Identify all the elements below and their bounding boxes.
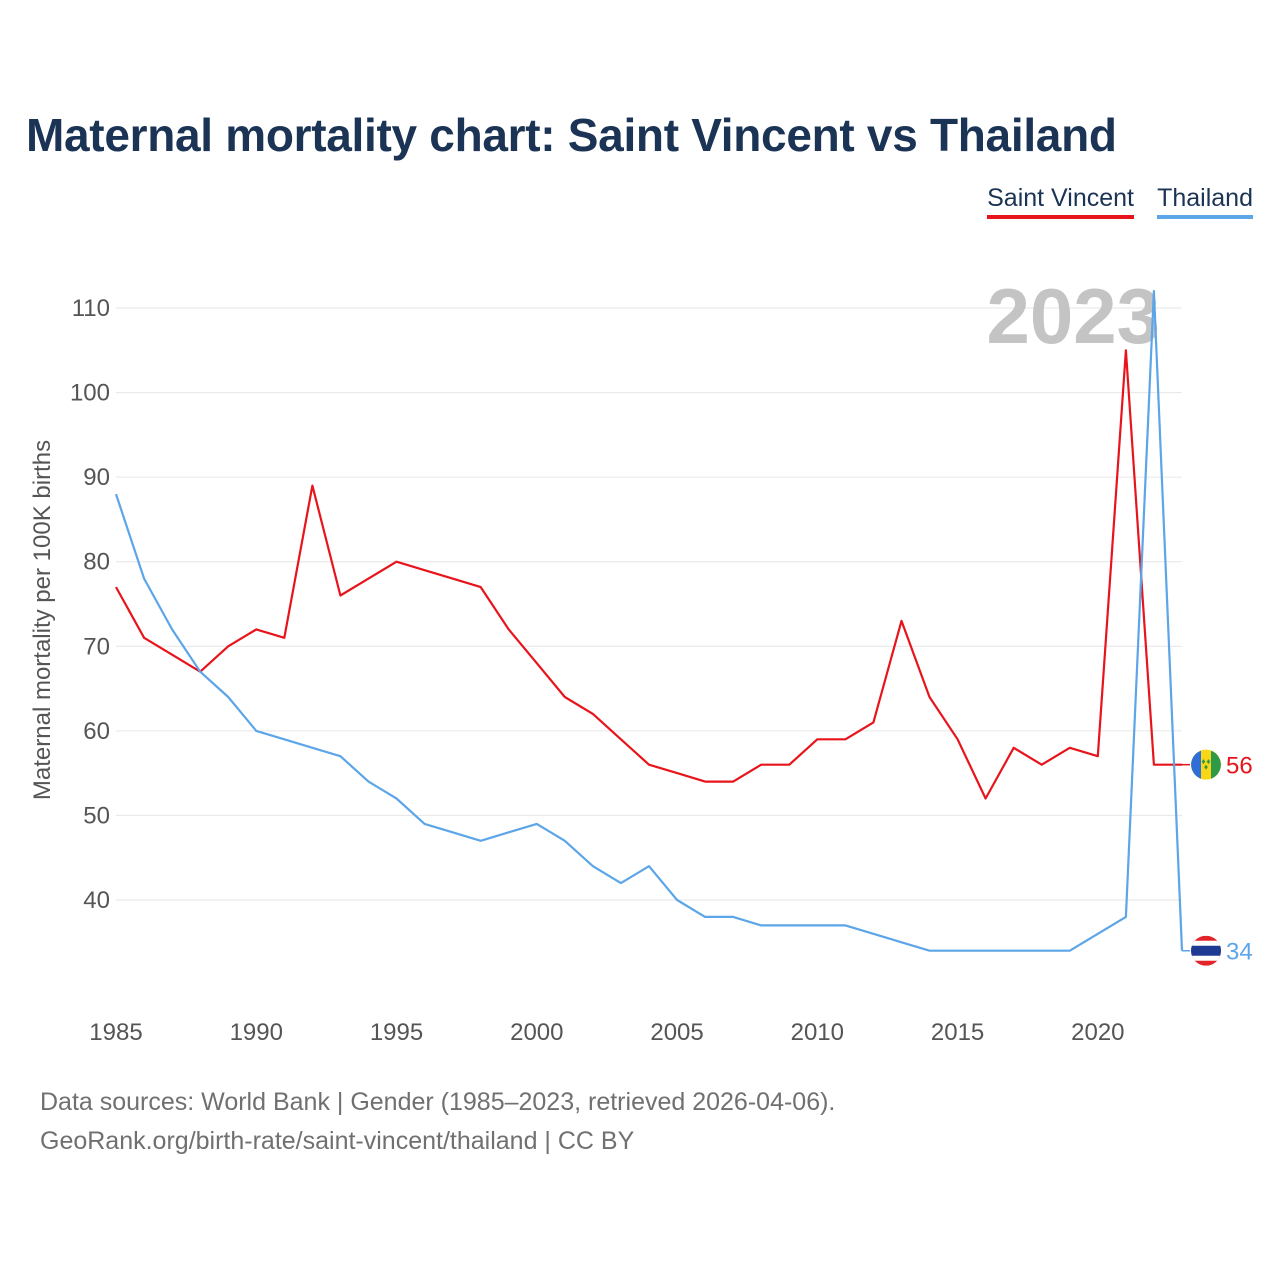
y-tick-label-60: 60: [83, 718, 110, 745]
flag-diamond-1: [1206, 759, 1211, 765]
flag-blue-band: [1191, 750, 1201, 779]
x-tick-label-2020: 2020: [1071, 1019, 1124, 1046]
series-lines: [114, 290, 1184, 952]
x-tick-label-1985: 1985: [89, 1019, 142, 1046]
flag-stripes: [1191, 935, 1221, 966]
data-source-text: Data sources: World Bank | Gender (1985–…: [40, 1088, 836, 1116]
y-tick-label-80: 80: [83, 549, 110, 576]
end-markers: 56 34: [1182, 749, 1253, 966]
thailand-flag-icon: [1191, 935, 1221, 966]
gridlines: [116, 307, 1182, 901]
x-tick-label-1990: 1990: [230, 1019, 283, 1046]
x-axis-ticks: 1985 1990 1995 2000 2005 2010 2015 2020: [89, 1019, 1124, 1046]
x-tick-label-2005: 2005: [650, 1019, 703, 1046]
y-tick-label-40: 40: [83, 887, 110, 914]
flag-blue-stripe: [1191, 945, 1221, 956]
series-line-saint-vincent: [115, 349, 1182, 800]
saint-vincent-flag-icon: [1191, 749, 1221, 780]
legend-thailand[interactable]: Thailand: [1157, 184, 1253, 219]
y-tick-label-90: 90: [83, 464, 110, 491]
y-tick-label-50: 50: [83, 802, 110, 829]
x-tick-label-2000: 2000: [510, 1019, 563, 1046]
x-tick-label-2010: 2010: [791, 1019, 844, 1046]
x-tick-label-1995: 1995: [370, 1019, 423, 1046]
flag-green-band: [1211, 750, 1221, 779]
y-axis-label: Maternal mortality per 100K births: [29, 440, 56, 800]
series-line-thailand: [114, 290, 1184, 952]
end-value-label-thailand: 34: [1226, 939, 1253, 966]
end-value-label-saint-vincent: 56: [1226, 753, 1253, 780]
line-chart: 40 50 60 70 80 90 100 110 1985 1990 1995 2000 2005 2…: [29, 272, 1253, 1046]
flag-diamond-0: [1201, 759, 1206, 765]
year-watermark: 2023: [986, 272, 1160, 360]
y-tick-label-100: 100: [70, 380, 110, 407]
y-tick-label-70: 70: [83, 633, 110, 660]
legend-saint-vincent[interactable]: Saint Vincent: [987, 184, 1134, 219]
chart-title: Maternal mortality chart: Saint Vincent …: [26, 109, 1117, 161]
x-tick-label-2015: 2015: [931, 1019, 984, 1046]
y-axis-ticks: 40 50 60 70 80 90 100 110: [70, 295, 110, 914]
y-tick-label-110: 110: [72, 295, 110, 322]
flag-diamond-2: [1204, 764, 1208, 770]
source-url-text[interactable]: GeoRank.org/birth-rate/saint-vincent/tha…: [40, 1127, 635, 1155]
